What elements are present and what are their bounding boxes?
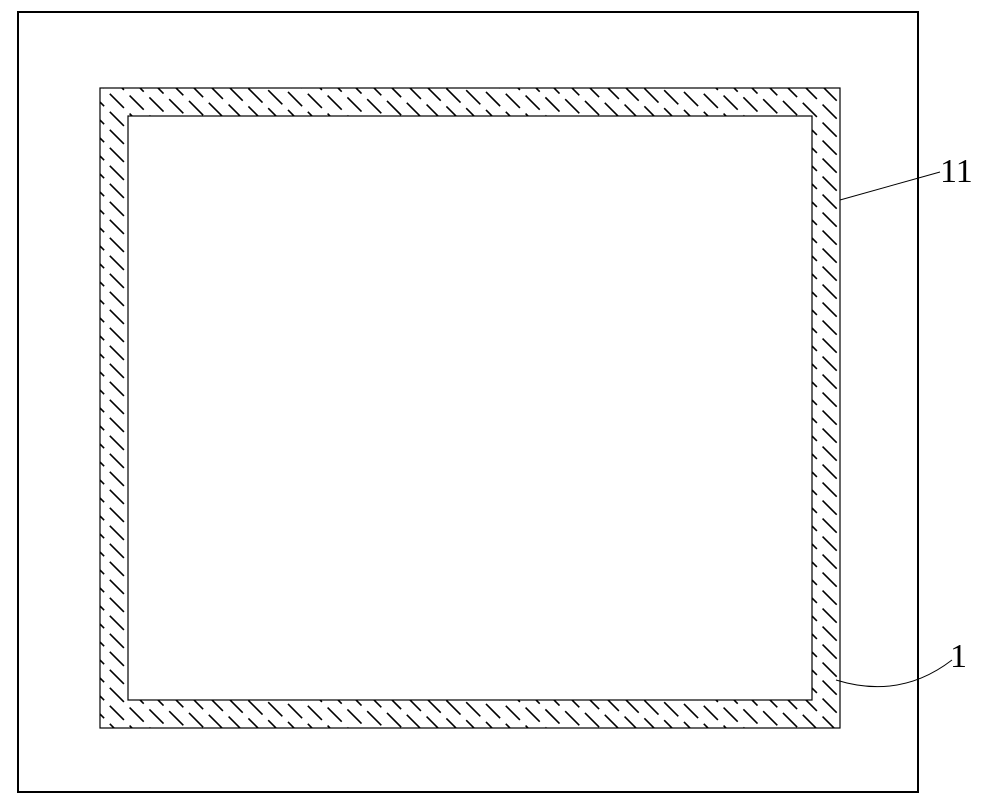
callout-label-1: 1 xyxy=(950,640,967,674)
diagram-svg xyxy=(0,0,1000,809)
callout-label-11: 11 xyxy=(940,155,973,189)
diagram-stage: 11 1 xyxy=(0,0,1000,809)
